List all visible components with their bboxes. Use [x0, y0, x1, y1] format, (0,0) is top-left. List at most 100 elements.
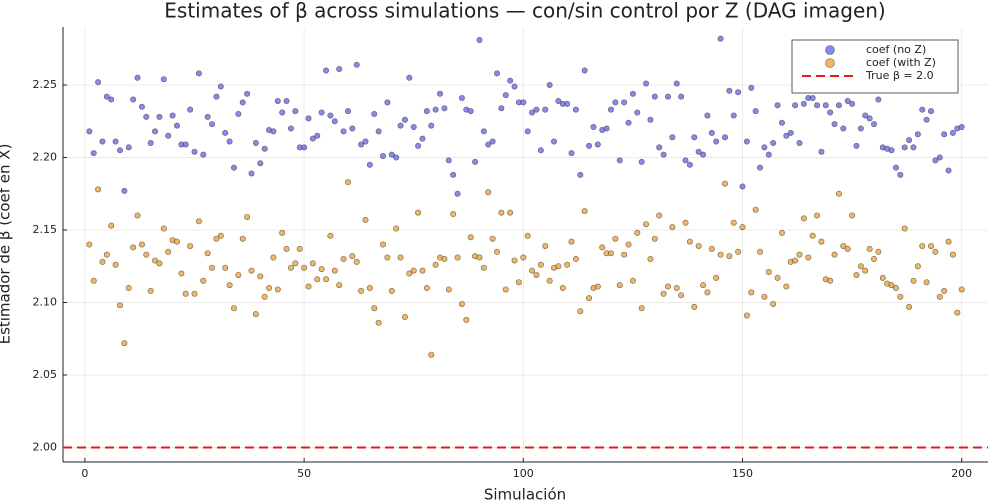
data-point [239, 99, 246, 106]
data-point [901, 225, 908, 232]
data-point [327, 112, 334, 119]
data-point [923, 279, 930, 286]
data-point [437, 90, 444, 97]
data-point [923, 116, 930, 123]
data-point [682, 157, 689, 164]
data-point [187, 106, 194, 113]
data-point [200, 151, 207, 158]
data-point [252, 140, 259, 147]
legend-label: coef (no Z) [866, 43, 926, 56]
data-point [537, 147, 544, 154]
data-point [949, 129, 956, 136]
data-point [721, 180, 728, 187]
data-point [835, 190, 842, 197]
data-point [857, 263, 864, 270]
data-point [568, 150, 575, 157]
data-point [147, 287, 154, 294]
data-point [169, 112, 176, 119]
data-point [958, 124, 965, 131]
data-point [660, 290, 667, 297]
x-tick-label: 0 [81, 467, 88, 480]
data-point [480, 128, 487, 135]
data-point [90, 150, 97, 157]
data-point [344, 179, 351, 186]
data-point [366, 284, 373, 291]
data-point [871, 121, 878, 128]
data-point [270, 254, 277, 261]
data-point [375, 319, 382, 326]
data-point [936, 293, 943, 300]
data-point [932, 248, 939, 255]
data-point [384, 254, 391, 261]
data-point [384, 99, 391, 106]
data-point [550, 138, 557, 145]
data-point [423, 108, 430, 115]
data-point [476, 254, 483, 261]
data-point [800, 215, 807, 222]
data-point [910, 277, 917, 284]
data-point [765, 151, 772, 158]
data-point [401, 116, 408, 123]
data-point [682, 219, 689, 226]
data-point [941, 131, 948, 138]
data-point [647, 116, 654, 123]
data-point [165, 132, 172, 139]
data-point [134, 212, 141, 219]
data-point [717, 35, 724, 42]
data-point [678, 93, 685, 100]
data-point [494, 70, 501, 77]
data-point [822, 102, 829, 109]
data-point [892, 284, 899, 291]
data-point [301, 144, 308, 151]
data-point [862, 267, 869, 274]
data-point [152, 128, 159, 135]
data-point [239, 235, 246, 242]
data-point [752, 206, 759, 213]
data-point [831, 251, 838, 258]
data-point [572, 255, 579, 262]
data-point [814, 212, 821, 219]
data-point [757, 164, 764, 171]
data-point [397, 254, 404, 261]
data-point [362, 138, 369, 145]
data-point [511, 83, 518, 90]
data-point [283, 97, 290, 104]
data-point [112, 261, 119, 268]
data-point [761, 144, 768, 151]
data-point [502, 92, 509, 99]
data-point [235, 111, 242, 118]
y-tick-label: 2.20 [33, 151, 58, 164]
data-point [458, 300, 465, 307]
data-point [95, 79, 102, 86]
y-tick-label: 2.15 [33, 223, 58, 236]
data-point [95, 186, 102, 193]
data-point [349, 125, 356, 132]
data-point [511, 257, 518, 264]
data-point [393, 154, 400, 161]
data-point [323, 67, 330, 74]
data-point [344, 108, 351, 115]
data-point [936, 154, 943, 161]
x-tick-label: 150 [732, 467, 753, 480]
x-axis-label: Simulación [484, 486, 566, 500]
data-point [266, 284, 273, 291]
data-point [195, 218, 202, 225]
data-point [362, 216, 369, 223]
data-point [809, 95, 816, 102]
data-point [494, 248, 501, 255]
data-point [914, 263, 921, 270]
data-point [121, 340, 128, 347]
data-point [700, 282, 707, 289]
data-point [375, 128, 382, 135]
data-point [419, 135, 426, 142]
data-point [770, 140, 777, 147]
data-point [279, 109, 286, 116]
data-point [695, 242, 702, 249]
data-point [814, 102, 821, 109]
data-point [358, 287, 365, 294]
data-point [327, 232, 334, 239]
data-point [949, 251, 956, 258]
data-point [643, 80, 650, 87]
data-point [125, 284, 132, 291]
data-point [765, 269, 772, 276]
